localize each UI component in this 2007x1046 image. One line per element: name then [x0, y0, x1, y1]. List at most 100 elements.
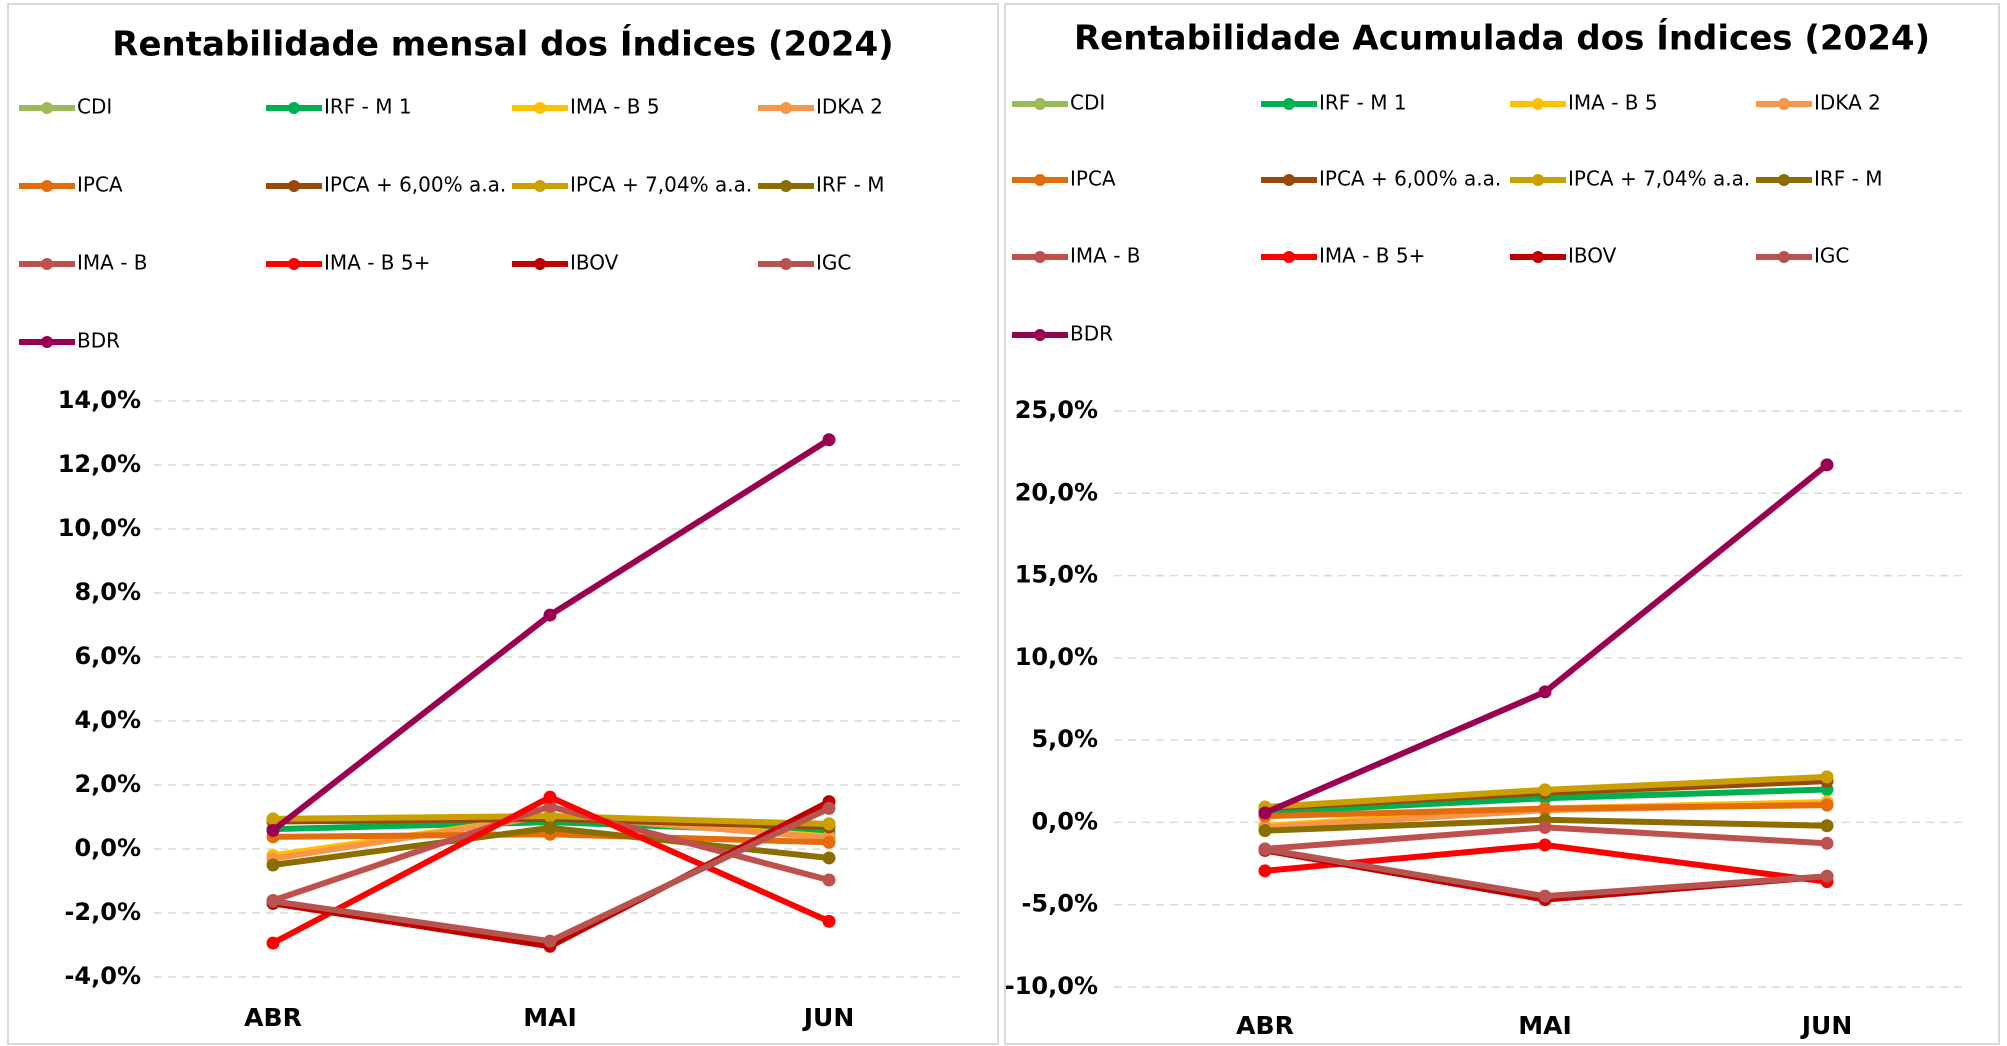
y-tick-label: -4,0%: [64, 962, 141, 990]
legend-label: IDKA 2: [1814, 91, 1881, 115]
y-tick-label: 12,0%: [58, 450, 141, 478]
legend-label: IRF - M: [1814, 167, 1883, 191]
data-point: [543, 809, 557, 823]
legend-label: IPCA: [77, 173, 123, 197]
data-point: [1820, 798, 1834, 812]
data-point: [266, 812, 280, 826]
legend-marker: [1034, 329, 1046, 341]
legend-marker: [1283, 251, 1295, 263]
legend-marker: [780, 180, 792, 192]
legend-marker: [41, 180, 53, 192]
legend-marker: [1532, 174, 1544, 186]
legend-label: IGC: [1814, 244, 1849, 268]
legend-marker: [41, 336, 53, 348]
data-point: [543, 821, 557, 835]
data-point: [543, 608, 557, 622]
legend-marker: [780, 258, 792, 270]
y-tick-label: 10,0%: [1015, 643, 1098, 671]
legend-label: IRF - M 1: [324, 95, 412, 119]
y-tick-label: 15,0%: [1015, 561, 1098, 589]
y-tick-label: 14,0%: [58, 386, 141, 414]
legend-label: IRF - M 1: [1319, 91, 1407, 115]
legend-label: IPCA + 7,04% a.a.: [570, 173, 752, 197]
legend-label: IPCA + 6,00% a.a.: [1319, 167, 1501, 191]
data-point: [822, 851, 836, 865]
data-point: [822, 801, 836, 815]
panel: [7, 3, 999, 1045]
data-point: [1258, 864, 1272, 878]
legend-marker: [1778, 251, 1790, 263]
data-point: [1258, 824, 1272, 838]
legend-marker: [1034, 98, 1046, 110]
data-point: [822, 873, 836, 887]
y-tick-label: 0,0%: [74, 834, 141, 862]
data-point: [1258, 842, 1272, 856]
y-tick-label: -5,0%: [1021, 890, 1098, 918]
data-point: [266, 823, 280, 837]
data-point: [543, 934, 557, 948]
legend-marker: [41, 102, 53, 114]
x-tick-label: ABR: [1236, 1011, 1294, 1040]
legend-label: BDR: [1070, 322, 1113, 346]
chart-title: Rentabilidade Acumulada dos Índices (202…: [1074, 18, 1930, 59]
legend-marker: [534, 180, 546, 192]
legend-marker: [780, 102, 792, 114]
legend-marker: [1034, 251, 1046, 263]
legend-label: IBOV: [570, 251, 619, 275]
panel: [1004, 3, 2000, 1045]
legend-marker: [1778, 98, 1790, 110]
legend-label: IMA - B 5: [570, 95, 660, 119]
data-point: [822, 433, 836, 447]
data-point: [1538, 802, 1552, 816]
legend-label: BDR: [77, 329, 120, 353]
legend-label: IMA - B: [77, 251, 148, 275]
data-point: [543, 799, 557, 813]
legend-label: IPCA + 7,04% a.a.: [1568, 167, 1750, 191]
legend-label: IPCA: [1070, 167, 1116, 191]
legend-marker: [1283, 174, 1295, 186]
data-point: [1538, 838, 1552, 852]
data-point: [1258, 806, 1272, 820]
data-point: [266, 858, 280, 872]
x-tick-label: JUN: [802, 1003, 855, 1032]
data-point: [822, 835, 836, 849]
y-tick-label: 2,0%: [74, 770, 141, 798]
legend-label: IGC: [816, 251, 851, 275]
x-tick-label: JUN: [1800, 1011, 1853, 1040]
y-tick-label: 0,0%: [1031, 807, 1098, 835]
chart-title: Rentabilidade mensal dos Índices (2024): [112, 24, 893, 65]
y-tick-label: -10,0%: [1005, 972, 1098, 1000]
data-point: [266, 894, 280, 908]
legend-marker: [288, 258, 300, 270]
x-tick-label: MAI: [523, 1003, 577, 1032]
y-tick-label: 8,0%: [74, 578, 141, 606]
data-point: [822, 914, 836, 928]
legend-label: IPCA + 6,00% a.a.: [324, 173, 506, 197]
y-tick-label: 10,0%: [58, 514, 141, 542]
legend-marker: [288, 102, 300, 114]
data-point: [1538, 783, 1552, 797]
legend-marker: [534, 258, 546, 270]
legend-marker: [288, 180, 300, 192]
legend-marker: [1034, 174, 1046, 186]
legend-marker: [1532, 98, 1544, 110]
y-tick-label: -2,0%: [64, 898, 141, 926]
legend-marker: [1283, 98, 1295, 110]
legend-label: IDKA 2: [816, 95, 883, 119]
data-point: [1538, 685, 1552, 699]
data-point: [1820, 770, 1834, 784]
data-point: [1538, 820, 1552, 834]
legend-label: CDI: [1070, 91, 1105, 115]
legend-marker: [1778, 174, 1790, 186]
y-tick-label: 20,0%: [1015, 478, 1098, 506]
data-point: [1820, 836, 1834, 850]
data-point: [543, 790, 557, 804]
legend-label: IMA - B 5+: [324, 251, 430, 275]
legend-label: IMA - B: [1070, 244, 1141, 268]
data-point: [266, 936, 280, 950]
data-point: [1820, 869, 1834, 883]
legend-label: IMA - B 5: [1568, 91, 1658, 115]
legend-label: CDI: [77, 95, 112, 119]
data-point: [1820, 458, 1834, 472]
data-point: [822, 817, 836, 831]
